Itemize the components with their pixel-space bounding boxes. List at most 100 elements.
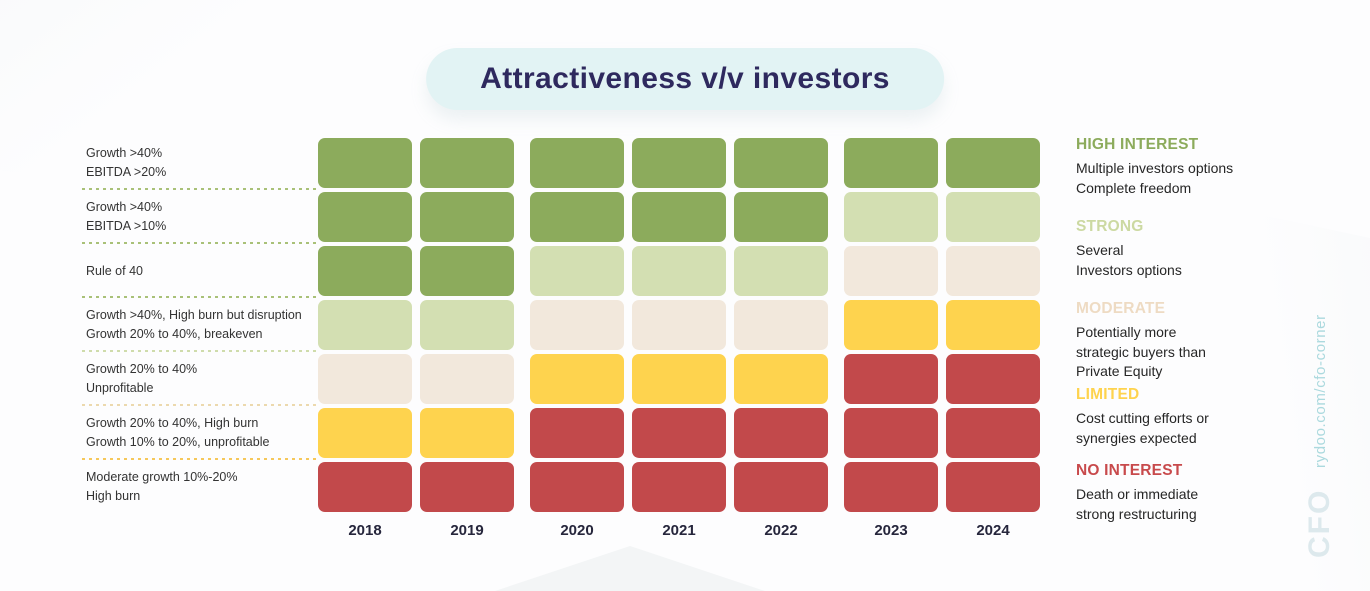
matrix-cell-none bbox=[530, 408, 624, 458]
matrix-cell-limited bbox=[946, 300, 1040, 350]
matrix-cell-none bbox=[632, 408, 726, 458]
matrix-cell-high bbox=[530, 138, 624, 188]
matrix-cell-none bbox=[420, 462, 514, 512]
matrix-cell-strong bbox=[946, 192, 1040, 242]
matrix-row: Rule of 40 bbox=[82, 246, 1040, 296]
matrix-cells-row bbox=[318, 138, 1040, 188]
year-label: 2019 bbox=[450, 522, 484, 539]
year-label: 2024 bbox=[976, 522, 1010, 539]
matrix-cell-high bbox=[318, 138, 412, 188]
year-label: 2018 bbox=[348, 522, 382, 539]
legend-item-moderate: MODERATE Potentially more strategic buye… bbox=[1076, 300, 1206, 382]
legend-description: Private Equity bbox=[1076, 363, 1163, 380]
row-label: Growth >40%, High burn but disruption Gr… bbox=[82, 300, 318, 350]
row-label-line: Unprofitable bbox=[86, 381, 154, 395]
legend-item-no-interest: NO INTEREST Death or immediate strong re… bbox=[1076, 462, 1198, 524]
row-label-line: Rule of 40 bbox=[86, 263, 143, 278]
row-label: Growth >40% EBITDA >20% bbox=[82, 138, 318, 188]
cfo-corner-logo: CFO bbox=[1303, 488, 1336, 558]
matrix-cell-moderate bbox=[530, 300, 624, 350]
row-label-line: Growth >40% bbox=[86, 200, 163, 215]
matrix-cell-limited bbox=[420, 408, 514, 458]
matrix-cell-high bbox=[734, 192, 828, 242]
row-label-line: Moderate growth 10%-20% bbox=[86, 470, 238, 485]
row-label-line: Growth 20% to 40% bbox=[86, 362, 198, 377]
page-title-text: Attractiveness v/v investors bbox=[480, 62, 890, 95]
matrix-cells-row bbox=[318, 408, 1040, 458]
matrix-cell-moderate bbox=[946, 246, 1040, 296]
row-separator bbox=[82, 242, 316, 244]
row-separator bbox=[82, 458, 316, 460]
matrix-row: Growth >40% EBITDA >20% bbox=[82, 138, 1040, 188]
matrix-cells-row bbox=[318, 354, 1040, 404]
legend-description: strategic buyers than bbox=[1076, 343, 1206, 360]
matrix-row: Growth 20% to 40% Unprofitable bbox=[82, 354, 1040, 404]
matrix-cells-row bbox=[318, 300, 1040, 350]
matrix-cell-none bbox=[318, 462, 412, 512]
matrix-cell-high bbox=[734, 138, 828, 188]
row-separator bbox=[82, 296, 316, 298]
matrix-cell-limited bbox=[632, 354, 726, 404]
row-label-line: EBITDA >10% bbox=[86, 219, 167, 233]
row-label-line: Growth 10% to 20%, unprofitable bbox=[86, 435, 270, 449]
matrix-cell-strong bbox=[420, 300, 514, 350]
matrix-cell-high bbox=[318, 192, 412, 242]
matrix-cell-none bbox=[946, 354, 1040, 404]
website-link[interactable]: rydoo.com/cfo-corner bbox=[1312, 314, 1329, 468]
matrix-cell-high bbox=[420, 246, 514, 296]
legend-title: LIMITED bbox=[1076, 386, 1140, 403]
matrix-row: Growth >40%, High burn but disruption Gr… bbox=[82, 300, 1040, 350]
row-separator bbox=[82, 404, 316, 406]
matrix-row: Growth 20% to 40%, High burn Growth 10% … bbox=[82, 408, 1040, 458]
legend-description: Death or immediate bbox=[1076, 486, 1199, 502]
row-separator bbox=[82, 188, 316, 190]
matrix-cell-none bbox=[844, 462, 938, 512]
matrix-cell-strong bbox=[530, 246, 624, 296]
matrix-cell-limited bbox=[318, 408, 412, 458]
matrix-cells-row bbox=[318, 246, 1040, 296]
legend-description: Cost cutting efforts or bbox=[1076, 410, 1209, 426]
matrix-cell-moderate bbox=[420, 354, 514, 404]
background-shape bbox=[420, 546, 840, 591]
matrix-cell-none bbox=[946, 462, 1040, 512]
matrix-cell-none bbox=[844, 354, 938, 404]
row-separator bbox=[82, 350, 316, 352]
legend-description: Multiple investors options bbox=[1076, 160, 1234, 176]
row-label-line: EBITDA >20% bbox=[86, 165, 167, 179]
legend-description: synergies expected bbox=[1076, 429, 1197, 446]
matrix-cell-none bbox=[734, 408, 828, 458]
matrix-cells-row bbox=[318, 462, 1040, 512]
year-label: 2023 bbox=[874, 522, 908, 539]
matrix-cell-moderate bbox=[734, 300, 828, 350]
matrix-cell-moderate bbox=[632, 300, 726, 350]
attractiveness-matrix: Growth >40% EBITDA >20% Growth >40% EBIT… bbox=[82, 138, 1040, 542]
matrix-cell-none bbox=[632, 462, 726, 512]
row-label-line: Growth >40% bbox=[86, 146, 163, 161]
page-title: Attractiveness v/v investors bbox=[426, 48, 944, 110]
row-label-line: High burn bbox=[86, 489, 141, 503]
legend-title: STRONG bbox=[1076, 218, 1144, 235]
year-axis: 2018 2019 2020 2021 2022 2023 2024 bbox=[318, 522, 1040, 542]
matrix-cell-high bbox=[318, 246, 412, 296]
matrix-cell-high bbox=[946, 138, 1040, 188]
matrix-row: Growth >40% EBITDA >10% bbox=[82, 192, 1040, 242]
row-label: Growth >40% EBITDA >10% bbox=[82, 192, 318, 242]
matrix-cell-moderate bbox=[318, 354, 412, 404]
matrix-cell-high bbox=[844, 138, 938, 188]
legend-description: Several bbox=[1076, 242, 1124, 258]
matrix-cell-strong bbox=[318, 300, 412, 350]
year-label: 2022 bbox=[764, 522, 798, 539]
matrix-cell-strong bbox=[734, 246, 828, 296]
matrix-cell-high bbox=[420, 138, 514, 188]
matrix-cell-limited bbox=[734, 354, 828, 404]
matrix-cell-strong bbox=[632, 246, 726, 296]
row-label: Growth 20% to 40%, High burn Growth 10% … bbox=[82, 408, 318, 458]
matrix-cell-high bbox=[530, 192, 624, 242]
matrix-row: Moderate growth 10%-20% High burn bbox=[82, 462, 1040, 512]
matrix-cell-moderate bbox=[844, 246, 938, 296]
matrix-cell-limited bbox=[530, 354, 624, 404]
legend-description: strong restructuring bbox=[1076, 505, 1197, 522]
legend-title: HIGH INTEREST bbox=[1076, 136, 1199, 153]
row-label: Growth 20% to 40% Unprofitable bbox=[82, 354, 318, 404]
